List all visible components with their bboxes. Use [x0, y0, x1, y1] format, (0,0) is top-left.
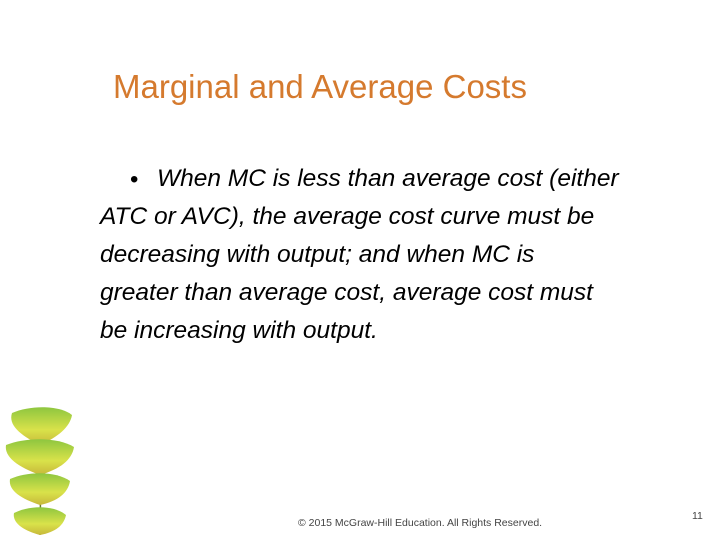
footer: © 2015 McGraw-Hill Education. All Rights… — [298, 517, 543, 529]
page-number: 11 — [692, 510, 703, 522]
bullet-line: greater than average cost, average cost … — [100, 279, 593, 306]
bullet-marker: • — [130, 166, 139, 193]
bullet-line: ATC or AVC), the average cost curve must… — [100, 203, 595, 230]
bullet-line: When MC is less than average cost (eithe… — [157, 165, 619, 192]
slide-title: Marginal and Average Costs — [113, 68, 527, 105]
ginkgo-decoration — [5, 407, 74, 536]
bullet-line: be increasing with output. — [100, 317, 378, 344]
bullet-line: decreasing with output; and when MC is — [100, 241, 535, 268]
